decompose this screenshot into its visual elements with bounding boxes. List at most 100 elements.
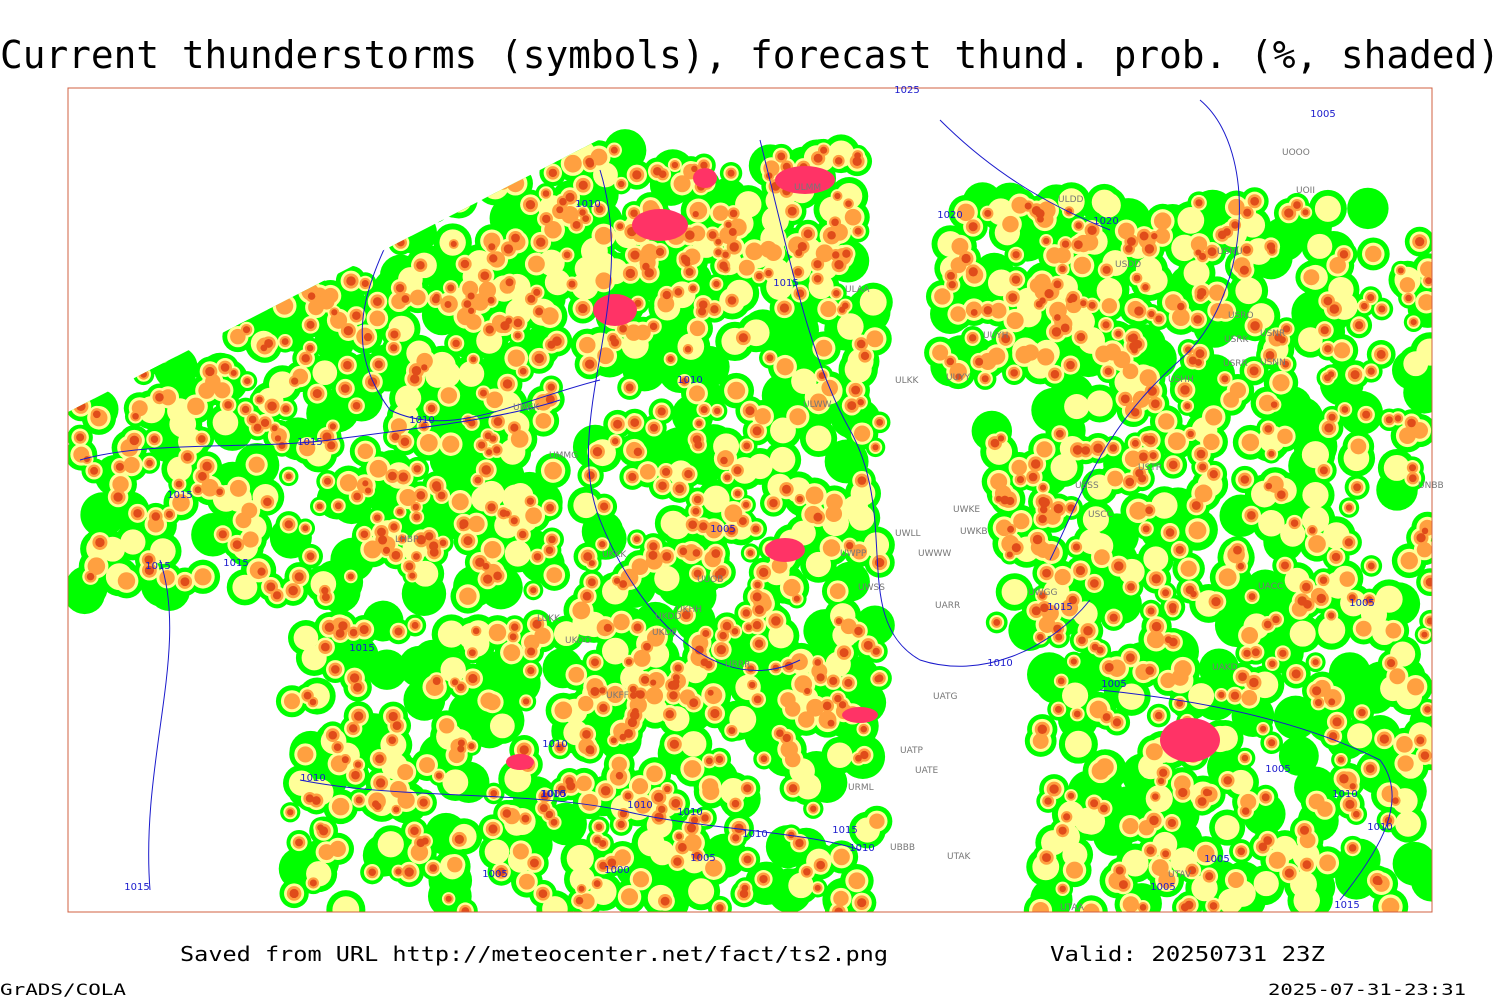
- shade-cell: [1289, 620, 1316, 647]
- shade-cell: [447, 856, 463, 873]
- shade-cell: [438, 718, 455, 734]
- shade-cell: [1389, 668, 1406, 685]
- shade-cell: [1006, 312, 1024, 330]
- shade-cell: [437, 620, 466, 648]
- shade-cell: [74, 280, 100, 306]
- shade-cell: [377, 831, 404, 858]
- shade-cell: [116, 282, 140, 307]
- shade-cell: [1143, 546, 1169, 572]
- shade-cell: [1227, 871, 1244, 889]
- shade-cell: [783, 578, 801, 597]
- shade-cell: [148, 322, 161, 335]
- shade-cell: [1277, 428, 1293, 445]
- shade-cell: [427, 203, 444, 219]
- shade-cell: [164, 283, 194, 313]
- shade-cell: [88, 349, 121, 382]
- shade-cell: [1167, 432, 1186, 451]
- shade-cell: [866, 330, 884, 348]
- shade-cell: [150, 293, 170, 313]
- shade-cell: [122, 288, 135, 301]
- shade-cell: [712, 205, 729, 221]
- shade-cell: [397, 179, 413, 195]
- shade-cell: [798, 711, 815, 728]
- shade-cell: [1064, 393, 1090, 420]
- shade-cell: [157, 351, 168, 362]
- shade-cell: [147, 335, 173, 360]
- shade-cell: [448, 152, 464, 168]
- shade-cell: [1235, 277, 1263, 305]
- shade-cell: [471, 155, 485, 169]
- shade-cell: [483, 146, 500, 163]
- shade-cell: [1385, 622, 1402, 639]
- shade-cell: [74, 341, 93, 360]
- shade-cell: [1333, 342, 1351, 359]
- shade-cell: [171, 290, 186, 306]
- shade-cell: [445, 191, 464, 209]
- shade-cell: [853, 425, 871, 442]
- shade-cell: [544, 269, 571, 296]
- shade-cell: [409, 289, 426, 306]
- shade-cell: [80, 312, 98, 330]
- shade-cell: [448, 167, 475, 193]
- shade-cell: [486, 391, 504, 409]
- shade-cell: [430, 182, 451, 204]
- shade-cell: [141, 274, 165, 299]
- shade-cell: [869, 813, 885, 829]
- map-title: Current thunderstorms (symbols), forecas…: [0, 33, 1500, 77]
- shade-cell: [151, 338, 169, 356]
- shade-cell: [480, 175, 502, 197]
- shade-cell: [472, 136, 507, 171]
- shade-cell: [153, 295, 168, 310]
- shade-cell: [442, 769, 469, 796]
- shade-cell: [72, 304, 106, 338]
- shade-cell: [683, 760, 702, 778]
- shade-cell: [637, 829, 665, 857]
- shade-cell: [572, 601, 591, 620]
- shade-cell: [702, 782, 720, 801]
- shade-cell: [105, 334, 141, 371]
- shade-cell: [646, 765, 663, 783]
- shade-cell: [440, 153, 460, 173]
- shade-cell: [450, 154, 462, 166]
- shade-cell: [1392, 841, 1432, 886]
- shade-cell: [213, 298, 227, 313]
- shade-cell: [94, 325, 138, 369]
- shade-cell: [754, 408, 771, 425]
- shade-cell: [433, 185, 448, 201]
- shade-cell: [727, 381, 746, 400]
- shade-cell: [168, 277, 199, 308]
- shade-cell: [1086, 390, 1113, 417]
- shade-cell: [1022, 344, 1039, 361]
- shade-cell: [445, 149, 467, 171]
- shade-cell: [1214, 815, 1240, 840]
- shade-cell: [82, 344, 98, 361]
- shade-cell: [155, 294, 200, 340]
- shade-cell: [105, 295, 136, 326]
- shade-cell: [1183, 260, 1210, 287]
- shade-cell: [689, 320, 706, 337]
- shade-cell: [136, 269, 171, 304]
- shade-cell: [120, 529, 146, 555]
- shade-cell: [168, 282, 185, 299]
- shade-cell: [417, 186, 432, 200]
- shade-cell: [805, 486, 824, 505]
- shade-cell: [168, 259, 213, 304]
- shade-cell: [414, 183, 435, 203]
- shade-cell: [1208, 284, 1226, 301]
- shade-cell: [504, 540, 531, 567]
- shade-cell: [1066, 861, 1084, 879]
- shade-cell: [440, 165, 472, 196]
- shade-cell: [96, 357, 113, 374]
- shade-cell: [1153, 212, 1172, 230]
- shade-cell: [134, 307, 156, 328]
- shade-cell: [79, 337, 98, 356]
- shade-cell: [1307, 233, 1333, 259]
- shade-cell: [76, 334, 101, 359]
- shade-cell: [181, 279, 192, 291]
- shade-cell: [1054, 247, 1071, 264]
- shade-cell: [1339, 571, 1356, 587]
- shade-cell: [481, 145, 499, 162]
- shade-cell: [402, 146, 439, 182]
- shade-cell: [89, 356, 114, 381]
- shade-cell: [79, 341, 101, 363]
